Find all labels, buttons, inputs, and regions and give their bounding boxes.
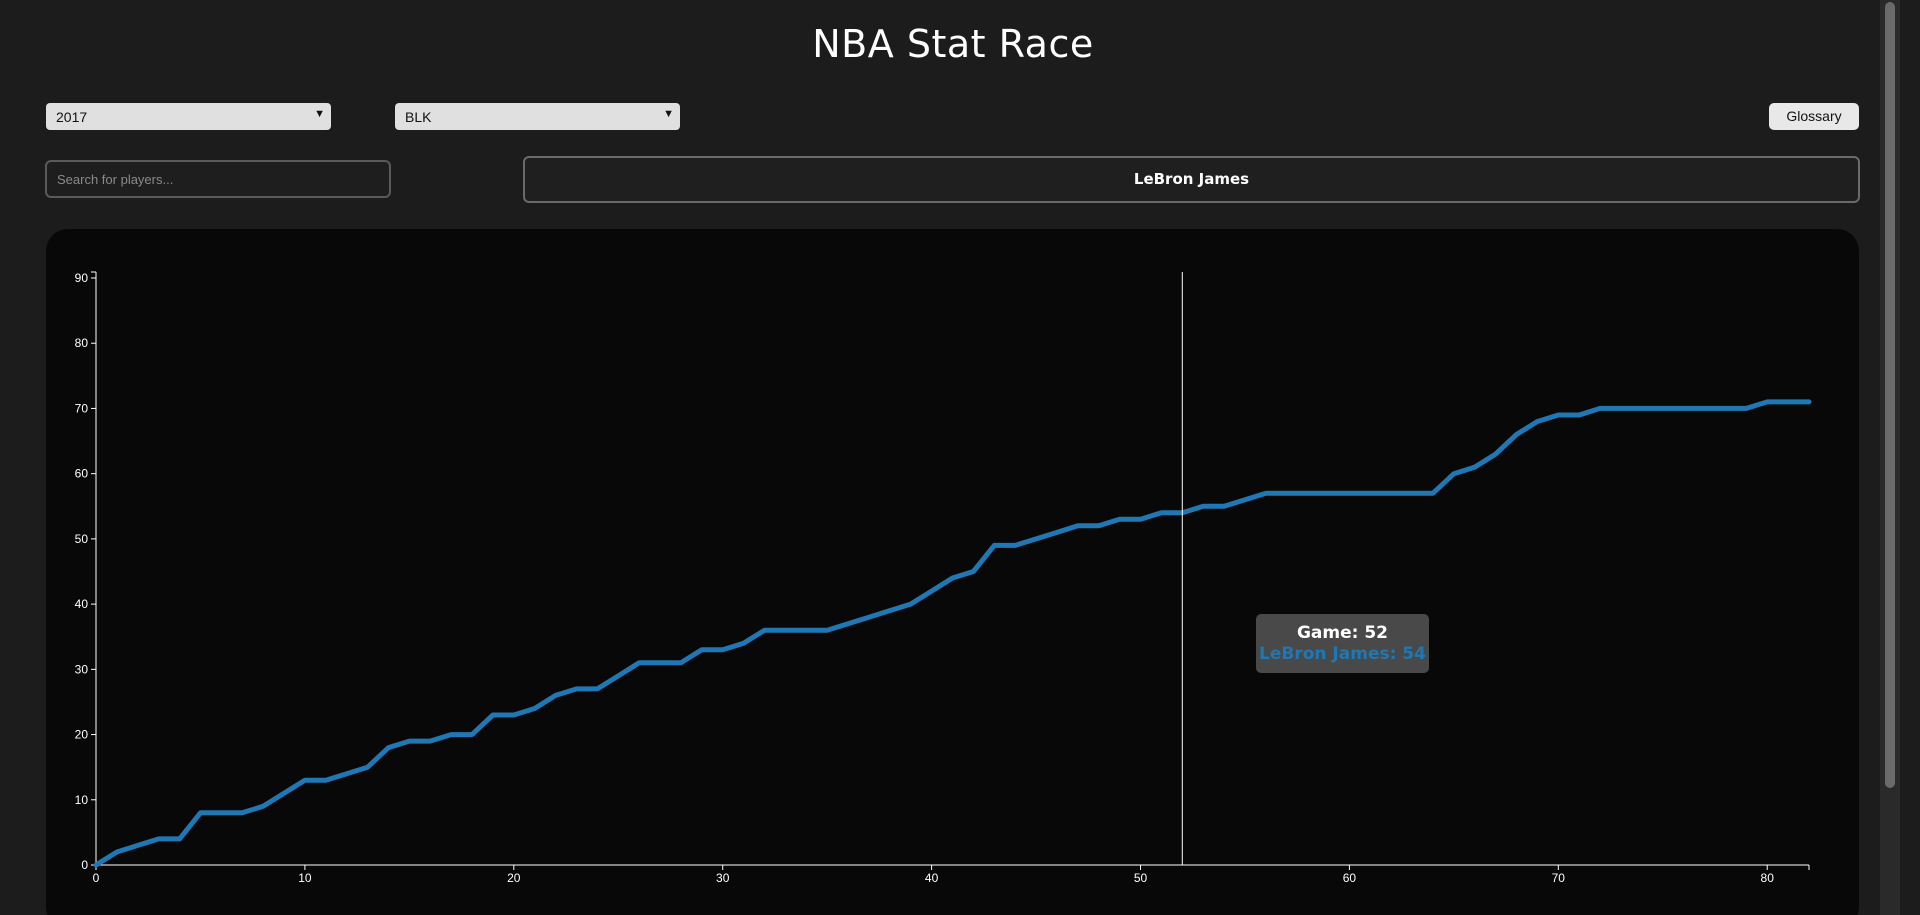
chart-panel: 0 10 20 30 40 50 60 70 80 0 10 20 30 40 50 60 70 80 90 Gam… xyxy=(46,229,1859,915)
tooltip-player-value: LeBron James: 54 xyxy=(1259,644,1426,664)
y-tick-label: 80 xyxy=(75,336,89,350)
y-tick-label: 0 xyxy=(81,858,88,872)
x-tick-label: 70 xyxy=(1552,871,1566,885)
x-tick-label: 0 xyxy=(93,871,100,885)
x-tick-label: 40 xyxy=(925,871,939,885)
stat-select-value: BLK xyxy=(405,109,432,125)
season-select[interactable]: 2017 ▼ xyxy=(46,103,331,130)
tooltip-game: Game: 52 xyxy=(1296,623,1389,643)
y-tick-label: 70 xyxy=(75,401,89,415)
y-tick-label: 90 xyxy=(75,271,89,285)
x-tick-label: 20 xyxy=(507,871,521,885)
stat-select[interactable]: BLK ▼ xyxy=(395,103,680,130)
x-tick-label: 50 xyxy=(1134,871,1148,885)
selected-player-chip[interactable]: LeBron James xyxy=(523,156,1860,203)
chevron-down-icon: ▼ xyxy=(663,108,674,120)
stat-race-chart[interactable]: 0 10 20 30 40 50 60 70 80 0 10 20 30 40 50 60 70 80 90 xyxy=(46,229,1859,915)
season-select-value: 2017 xyxy=(56,109,88,125)
hover-tooltip: Game: 52 LeBron James: 54 xyxy=(1256,614,1429,673)
x-tick-label: 30 xyxy=(716,871,730,885)
page-title: NBA Stat Race xyxy=(812,22,1094,66)
y-tick-label: 30 xyxy=(75,662,89,676)
y-tick-label: 10 xyxy=(75,793,89,807)
player-search-input[interactable] xyxy=(45,160,391,198)
x-tick-label: 10 xyxy=(298,871,312,885)
y-tick-label: 60 xyxy=(75,467,89,481)
series-line-lebron-james xyxy=(93,399,1812,868)
glossary-button[interactable]: Glossary xyxy=(1769,103,1859,130)
y-tick-label: 20 xyxy=(75,728,89,742)
x-tick-label: 80 xyxy=(1761,871,1775,885)
page-scrollbar[interactable] xyxy=(1880,0,1900,915)
chevron-down-icon: ▼ xyxy=(314,108,325,120)
y-tick-label: 50 xyxy=(75,532,89,546)
y-tick-label: 40 xyxy=(75,597,89,611)
scrollbar-thumb[interactable] xyxy=(1885,2,1895,788)
x-tick-label: 60 xyxy=(1343,871,1357,885)
